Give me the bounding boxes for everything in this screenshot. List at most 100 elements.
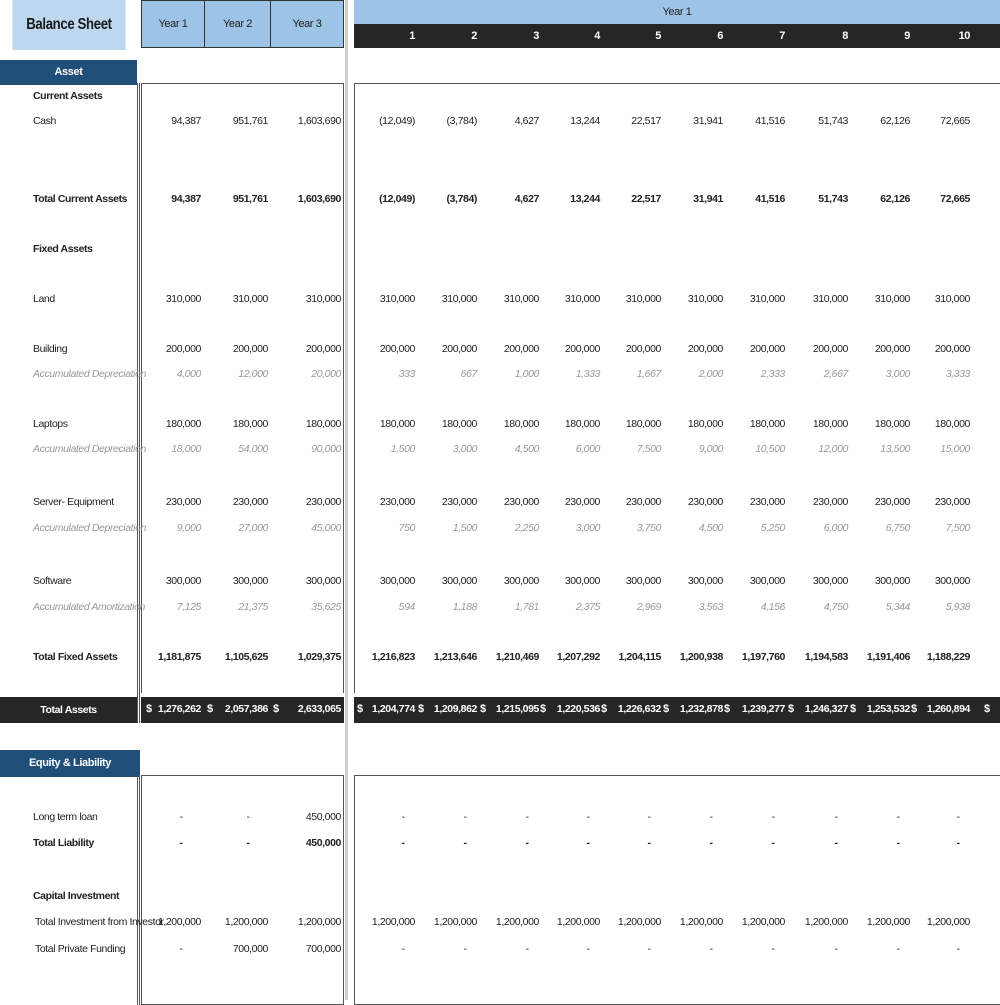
cell-total-fixed-assets-month-2[interactable]: 1,213,646 [433,651,478,663]
cell-investor-month-5[interactable]: 1,200,000 [617,916,662,928]
cell-building-dep-month-3[interactable]: 1,000 [514,368,540,380]
total-assets-year-1[interactable]: 1,276,262 [157,703,202,715]
total-assets-month-4[interactable]: 1,220,536 [556,703,601,715]
cell-server-dep-month-10[interactable]: 7,500 [945,522,971,534]
cell-software-month-7[interactable]: 300,000 [749,575,786,587]
frozen-pane-divider[interactable] [345,0,348,1000]
cell-server-year-1[interactable]: 230,000 [165,496,202,508]
cell-software-amort-month-3[interactable]: 1,781 [514,601,540,613]
cell-investor-month-9[interactable]: 1,200,000 [866,916,911,928]
total-assets-month-1[interactable]: 1,204,774 [371,703,416,715]
cell-building-year-3[interactable]: 200,000 [305,343,342,355]
cell-software-month-3[interactable]: 300,000 [503,575,540,587]
cell-land-month-6[interactable]: 310,000 [687,293,724,305]
cell-total-fixed-assets-month-5[interactable]: 1,204,115 [618,651,661,663]
cell-software-amort-month-5[interactable]: 2,969 [636,601,662,613]
cell-long-term-loan-year-1[interactable]: - [179,811,183,823]
cell-software-amort-month-10[interactable]: 5,938 [945,601,971,613]
cell-land-month-9[interactable]: 310,000 [874,293,911,305]
cell-total-current-assets-month-9[interactable]: 62,126 [880,193,910,205]
cell-cash-month-1[interactable]: (12,049) [379,115,415,127]
cell-investor-year-2[interactable]: 1,200,000 [224,916,269,928]
cell-long-term-loan-month-3[interactable]: - [525,811,529,823]
cell-long-term-loan-month-5[interactable]: - [647,811,651,823]
cell-private-funding-month-8[interactable]: - [834,943,838,955]
cell-total-current-assets-month-8[interactable]: 51,743 [818,193,848,205]
total-assets-month-6[interactable]: 1,232,878 [679,703,724,715]
cell-cash-month-3[interactable]: 4,627 [514,115,540,127]
cell-private-funding-month-5[interactable]: - [647,943,651,955]
cell-investor-month-1[interactable]: 1,200,000 [371,916,416,928]
cell-land-month-8[interactable]: 310,000 [812,293,849,305]
cell-total-liability-month-2[interactable]: - [463,837,467,849]
cell-total-current-assets-month-6[interactable]: 31,941 [693,193,723,205]
month-header-8[interactable]: 8 [842,30,848,42]
cell-investor-month-3[interactable]: 1,200,000 [495,916,540,928]
cell-investor-month-8[interactable]: 1,200,000 [804,916,849,928]
cell-cash-month-9[interactable]: 62,126 [880,115,910,127]
cell-cash-month-10[interactable]: 72,665 [940,115,970,127]
cell-laptops-dep-month-5[interactable]: 7,500 [636,443,662,455]
cell-building-dep-year-1[interactable]: 4,000 [176,368,202,380]
cell-software-month-5[interactable]: 300,000 [625,575,662,587]
cell-laptops-month-2[interactable]: 180,000 [441,418,478,430]
month-header-10[interactable]: 10 [958,30,971,42]
cell-private-funding-year-3[interactable]: 700,000 [305,943,342,955]
cell-total-fixed-assets-month-9[interactable]: 1,191,406 [866,651,911,663]
cell-cash-month-4[interactable]: 13,244 [570,115,600,127]
cell-laptops-dep-month-7[interactable]: 10,500 [755,443,785,455]
month-header-7[interactable]: 7 [779,30,785,42]
cell-software-year-2[interactable]: 300,000 [232,575,269,587]
cell-cash-month-8[interactable]: 51,743 [818,115,848,127]
cell-total-liability-month-10[interactable]: - [956,837,960,849]
cell-long-term-loan-month-1[interactable]: - [401,811,405,823]
cell-building-month-4[interactable]: 200,000 [564,343,601,355]
cell-building-dep-year-2[interactable]: 12,000 [238,368,268,380]
cell-total-fixed-assets-year-1[interactable]: 1,181,875 [157,651,202,663]
cell-land-month-3[interactable]: 310,000 [503,293,540,305]
cell-software-month-6[interactable]: 300,000 [687,575,724,587]
cell-building-month-2[interactable]: 200,000 [441,343,478,355]
month-header-4[interactable]: 4 [594,30,600,42]
cell-long-term-loan-year-2[interactable]: - [246,811,250,823]
cell-private-funding-month-1[interactable]: - [401,943,405,955]
cell-server-month-2[interactable]: 230,000 [441,496,478,508]
cell-laptops-year-3[interactable]: 180,000 [305,418,342,430]
cell-total-fixed-assets-month-7[interactable]: 1,197,760 [741,651,786,663]
cell-total-liability-month-8[interactable]: - [834,837,838,849]
cell-total-current-assets-month-4[interactable]: 13,244 [570,193,600,205]
row-label-investor[interactable]: Total Investment from Investor [35,916,164,928]
cell-server-dep-month-5[interactable]: 3,750 [636,522,662,534]
month-header-9[interactable]: 9 [904,30,910,42]
cell-laptops-dep-month-3[interactable]: 4,500 [514,443,540,455]
month-header-3[interactable]: 3 [533,30,539,42]
cell-software-month-9[interactable]: 300,000 [874,575,911,587]
cell-long-term-loan-month-4[interactable]: - [586,811,590,823]
cell-cash-month-6[interactable]: 31,941 [693,115,723,127]
cell-building-dep-month-9[interactable]: 3,000 [885,368,911,380]
cell-investor-month-7[interactable]: 1,200,000 [741,916,786,928]
cell-total-current-assets-month-2[interactable]: (3,784) [446,193,478,205]
cell-laptops-month-5[interactable]: 180,000 [625,418,662,430]
row-label-long-term-loan[interactable]: Long term loan [33,811,98,823]
cell-software-amort-month-7[interactable]: 4,156 [760,601,786,613]
cell-private-funding-month-4[interactable]: - [586,943,590,955]
cell-software-year-1[interactable]: 300,000 [165,575,202,587]
cell-total-current-assets-month-10[interactable]: 72,665 [940,193,970,205]
cell-total-current-assets-year-1[interactable]: 94,387 [171,193,201,205]
cell-total-liability-month-3[interactable]: - [525,837,529,849]
total-assets-month-8[interactable]: 1,246,327 [804,703,849,715]
cell-server-month-1[interactable]: 230,000 [379,496,416,508]
cell-total-fixed-assets-month-4[interactable]: 1,207,292 [556,651,601,663]
cell-building-month-6[interactable]: 200,000 [687,343,724,355]
cell-building-month-10[interactable]: 200,000 [934,343,971,355]
cell-total-current-assets-month-5[interactable]: 22,517 [631,193,661,205]
cell-server-dep-month-4[interactable]: 3,000 [575,522,601,534]
month-header-6[interactable]: 6 [717,30,723,42]
cell-laptops-month-4[interactable]: 180,000 [564,418,601,430]
cell-software-month-8[interactable]: 300,000 [812,575,849,587]
cell-private-funding-month-9[interactable]: - [896,943,900,955]
cell-investor-month-2[interactable]: 1,200,000 [433,916,478,928]
cell-land-month-1[interactable]: 310,000 [379,293,416,305]
cell-land-year-1[interactable]: 310,000 [165,293,202,305]
